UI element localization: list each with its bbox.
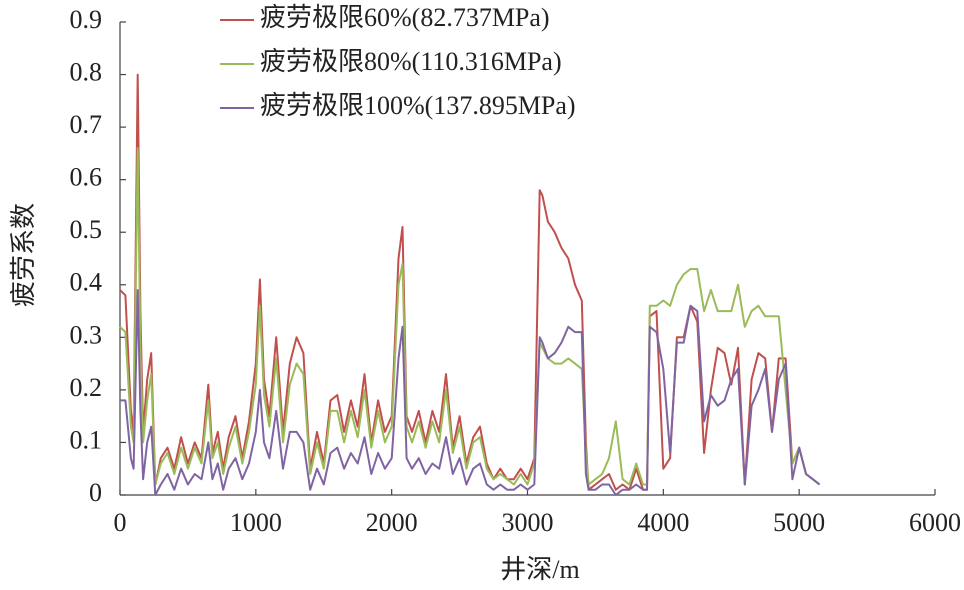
x-tick-label: 4000 bbox=[637, 508, 689, 537]
y-tick-label: 0.1 bbox=[70, 425, 103, 454]
series-line bbox=[120, 289, 821, 496]
y-tick-label: 0.3 bbox=[70, 320, 103, 349]
x-tick-label: 3000 bbox=[502, 508, 554, 537]
legend-label: 疲劳极限60%(82.737MPa) bbox=[260, 3, 550, 32]
x-tick-label: 2000 bbox=[366, 508, 418, 537]
x-axis-label: 井深/m bbox=[500, 555, 579, 584]
series-line bbox=[119, 147, 821, 486]
legend-label: 疲劳极限80%(110.316MPa) bbox=[260, 47, 562, 76]
y-axis-label: 疲劳系数 bbox=[9, 203, 38, 307]
series-line bbox=[119, 73, 821, 491]
y-tick-label: 0.7 bbox=[70, 110, 103, 139]
x-tick-label: 5000 bbox=[773, 508, 825, 537]
x-tick-label: 1000 bbox=[230, 508, 282, 537]
y-tick-label: 0.6 bbox=[70, 163, 103, 192]
x-tick-label: 6000 bbox=[909, 508, 961, 537]
legend-label: 疲劳极限100%(137.895MPa) bbox=[260, 91, 576, 120]
y-tick-label: 0 bbox=[89, 478, 102, 507]
y-tick-label: 0.4 bbox=[70, 268, 103, 297]
y-tick-label: 0.8 bbox=[70, 58, 103, 87]
y-tick-label: 0.2 bbox=[70, 373, 103, 402]
y-tick-label: 0.9 bbox=[70, 5, 103, 34]
y-tick-label: 0.5 bbox=[70, 215, 103, 244]
x-tick-label: 0 bbox=[114, 508, 127, 537]
